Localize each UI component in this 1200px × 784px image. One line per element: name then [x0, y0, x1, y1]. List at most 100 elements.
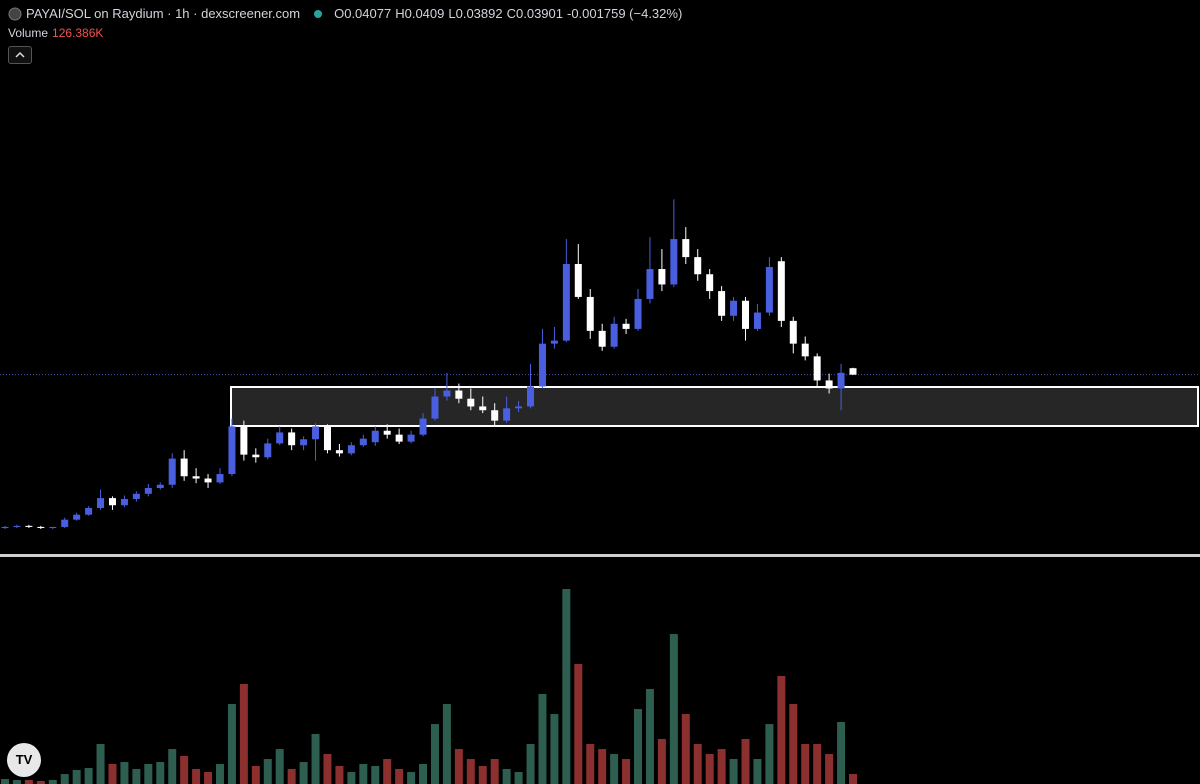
volume-bar — [717, 749, 726, 784]
candle-body — [371, 430, 379, 443]
volume-bar — [407, 771, 416, 784]
volume-bar — [490, 759, 499, 784]
candle-body — [180, 458, 188, 477]
volume-bar — [514, 771, 523, 784]
volume-bar — [12, 779, 21, 784]
volume-bar — [634, 709, 643, 784]
volume-bar — [323, 754, 332, 784]
candle-body — [108, 498, 116, 506]
volume-bar — [550, 713, 559, 784]
volume-bar — [442, 704, 451, 784]
candle-body — [670, 239, 678, 285]
change-value: -0.001759 (−4.32%) — [567, 6, 683, 21]
volume-bar — [419, 763, 428, 784]
volume-bar — [765, 724, 774, 784]
candle-body — [801, 343, 809, 357]
volume-bar — [168, 749, 177, 784]
volume-bar — [180, 755, 189, 784]
candle-body — [550, 340, 558, 344]
volume-bar — [729, 759, 738, 784]
volume-bar — [144, 763, 153, 784]
svg-text:TV: TV — [16, 752, 33, 767]
candle-body — [753, 312, 761, 329]
candle-body — [276, 432, 284, 444]
volume-bar — [681, 713, 690, 784]
high-label: H — [395, 6, 405, 21]
close-label: C — [506, 6, 516, 21]
volume-bar — [263, 759, 272, 784]
close-value: 0.03901 — [516, 6, 563, 21]
volume-bar — [466, 759, 475, 784]
volume-bar — [693, 743, 702, 784]
zone-box — [230, 386, 1199, 427]
candle-body — [562, 264, 570, 341]
candle-body — [574, 264, 582, 297]
volume-bar — [705, 754, 714, 784]
candle-body — [515, 406, 523, 409]
volume-bar — [359, 763, 368, 784]
candle-body — [443, 390, 451, 397]
candle-body — [706, 274, 714, 292]
volume-bar — [741, 738, 750, 784]
candle-body — [132, 493, 140, 499]
volume-bar — [299, 762, 308, 784]
volume-bar — [598, 749, 607, 784]
candle-body — [97, 498, 105, 509]
volume-legend: Volume 126.386K — [8, 26, 107, 40]
candle-body — [538, 343, 546, 387]
volume-bar — [347, 771, 356, 784]
candle-body — [240, 426, 248, 455]
candle-body — [359, 438, 367, 446]
volume-bar — [837, 721, 846, 784]
candle-body — [825, 380, 833, 389]
candle-body — [742, 300, 750, 329]
candle-body — [144, 487, 152, 494]
volume-bar — [275, 749, 284, 784]
volume-bar — [574, 663, 583, 784]
volume-bar — [610, 754, 619, 784]
candle-body — [658, 269, 666, 285]
candle-body — [622, 323, 630, 329]
candle-body — [646, 269, 654, 299]
volume-bar — [48, 779, 57, 784]
volume-bar — [72, 769, 81, 784]
volume-bar — [132, 768, 141, 784]
candle-body — [849, 368, 857, 375]
volume-bar — [60, 774, 69, 784]
volume-bar — [120, 762, 129, 784]
volume-bar — [108, 763, 117, 784]
candle-body — [383, 430, 391, 435]
volume-bar — [311, 734, 320, 784]
candle-body — [813, 356, 821, 381]
candle-body — [789, 320, 797, 344]
volume-bar — [502, 768, 511, 784]
volume-bar — [24, 779, 33, 784]
tradingview-logo: TV — [7, 743, 41, 777]
candle-body — [335, 450, 343, 454]
volume-bar — [84, 768, 93, 784]
candle-body — [479, 406, 487, 411]
volume-bar — [335, 765, 344, 784]
candle-body — [312, 426, 320, 440]
candle-body — [252, 454, 260, 458]
candle-body — [503, 408, 511, 421]
volume-bar — [622, 759, 631, 784]
volume-bar — [36, 780, 45, 784]
candle-body — [730, 300, 738, 316]
volume-bar — [586, 743, 595, 784]
candle-body — [288, 432, 296, 446]
status-dot — [314, 9, 323, 18]
volume-bar — [478, 765, 487, 784]
collapse-button[interactable] — [8, 46, 32, 64]
candle-body — [49, 526, 57, 528]
volume-bar — [825, 754, 834, 784]
candle-body — [682, 239, 690, 258]
candle-body — [323, 426, 331, 451]
volume-bar — [849, 774, 857, 784]
volume-bar — [777, 676, 786, 784]
candle-body — [37, 526, 45, 528]
volume-bar — [562, 589, 571, 784]
volume-bar — [538, 693, 547, 784]
candle-body — [491, 410, 499, 421]
